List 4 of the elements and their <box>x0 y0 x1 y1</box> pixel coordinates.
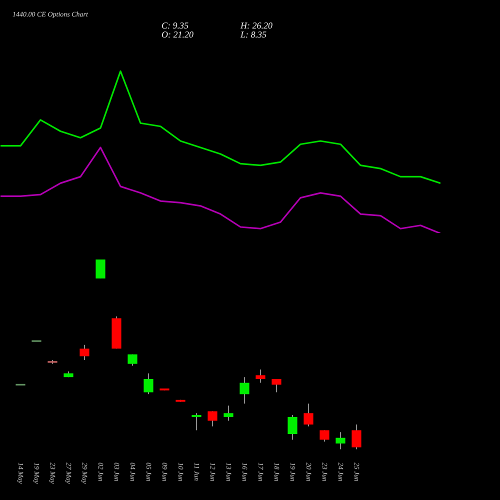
text: C: 9.35 <box>162 20 189 30</box>
text: L: 8.35 <box>240 30 267 40</box>
text: O: 21.20 <box>162 30 194 40</box>
text: H: 26.20 <box>240 20 273 30</box>
